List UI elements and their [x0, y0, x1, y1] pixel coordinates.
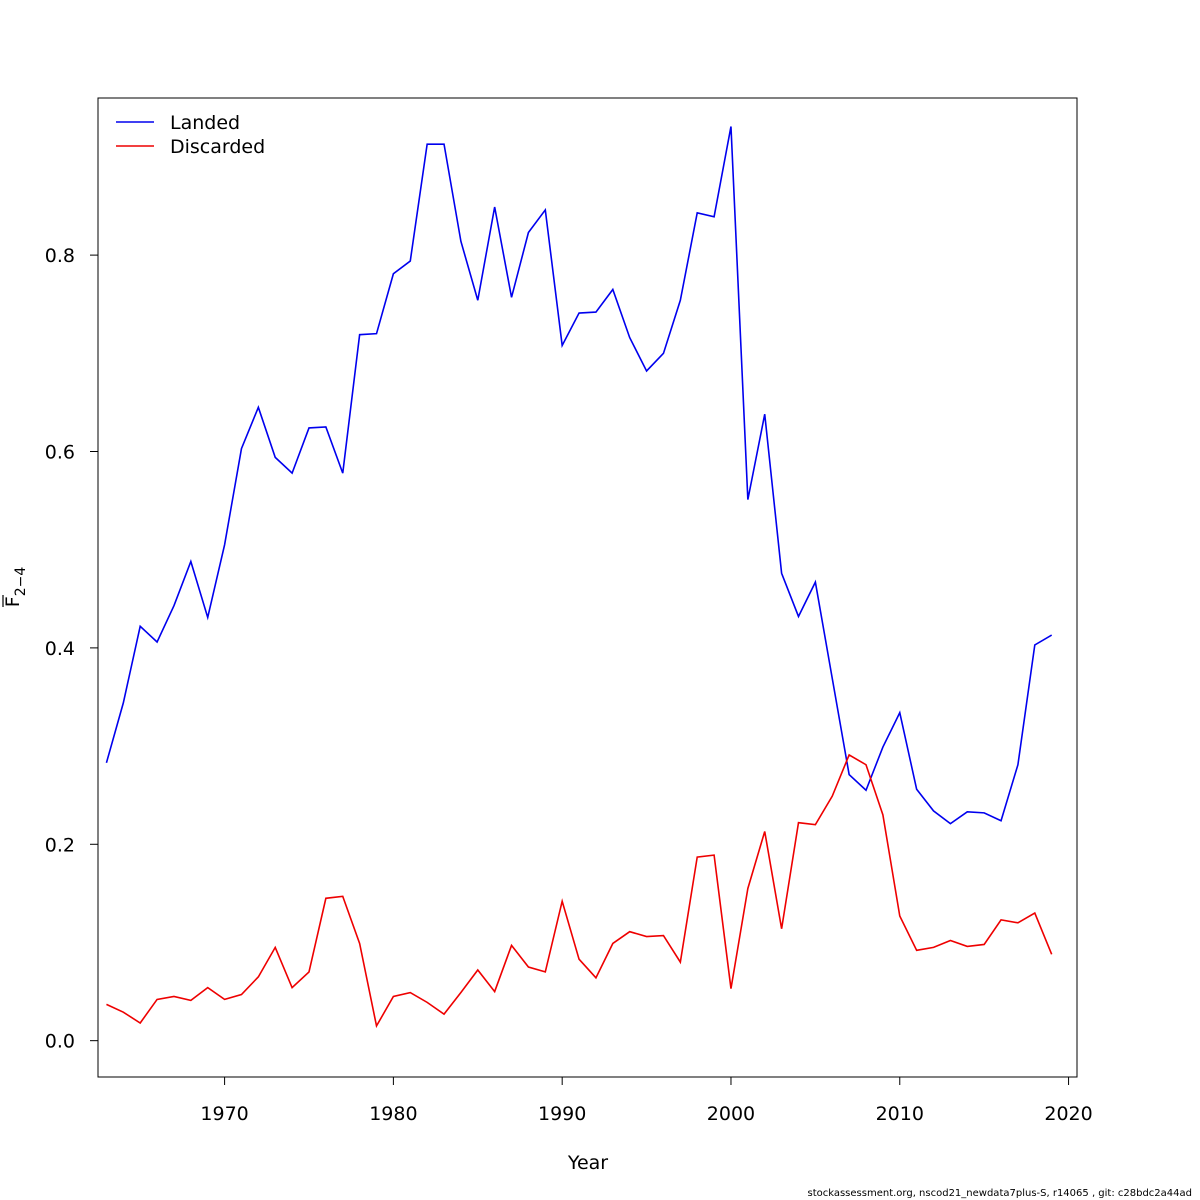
- y-tick-label: 0.4: [45, 638, 75, 660]
- plot-frame: [97, 97, 1078, 1078]
- legend-label-discarded: Discarded: [170, 136, 265, 158]
- x-tick-label: 2010: [876, 1103, 924, 1125]
- x-tick-label: 1990: [538, 1103, 586, 1125]
- y-tick-label: 0.8: [45, 245, 75, 267]
- x-axis-title: Year: [567, 1152, 608, 1174]
- x-axis: 1970 1980 1990 2000 2010 2020: [200, 1076, 1093, 1125]
- y-tick-label: 0.6: [45, 442, 75, 464]
- y-axis-title-main: F: [2, 596, 24, 607]
- y-axis-title: F2−4: [2, 567, 29, 608]
- x-tick-label: 2020: [1044, 1103, 1092, 1125]
- y-tick-label: 0.2: [45, 834, 75, 856]
- series-layer: [105, 126, 1053, 1029]
- svg-text:F2−4: F2−4: [2, 567, 29, 608]
- y-axis-title-sub: 2−4: [13, 567, 29, 597]
- footer-note: stockassessment.org, nscod21_newdata7plu…: [807, 1188, 1192, 1199]
- series-line-landed: [105, 126, 1053, 825]
- x-tick-label: 2000: [707, 1103, 755, 1125]
- x-tick-label: 1980: [369, 1103, 417, 1125]
- legend-label-landed: Landed: [170, 112, 240, 134]
- y-tick-label: 0.0: [45, 1031, 75, 1053]
- series-line-discarded: [106, 753, 1053, 1029]
- y-axis: 0.0 0.2 0.4 0.6 0.8: [45, 245, 99, 1053]
- x-tick-label: 1970: [200, 1103, 248, 1125]
